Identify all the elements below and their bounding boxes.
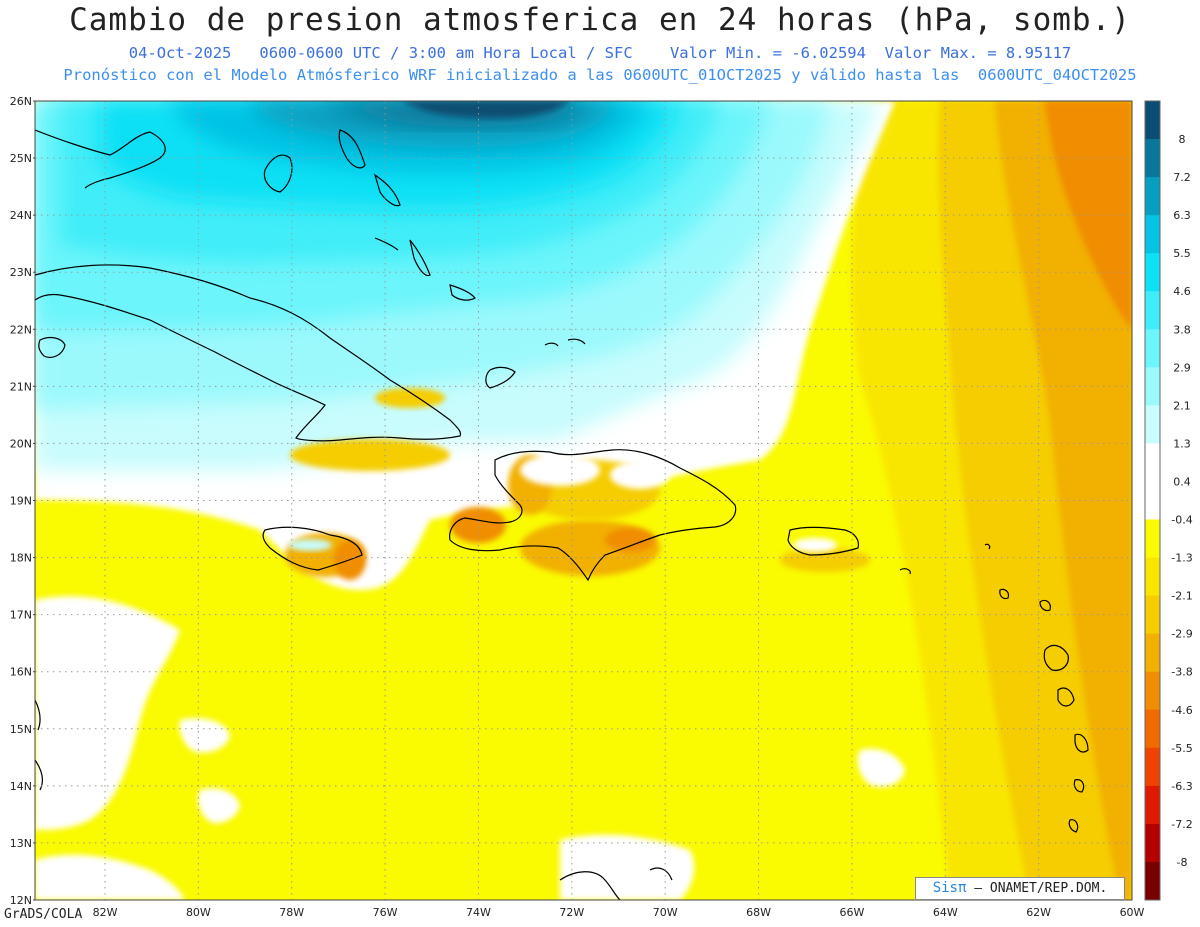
lon-label: 64W [933, 906, 958, 919]
colorbar-label: 8 [1179, 133, 1186, 146]
colorbar-swatch [1145, 101, 1160, 140]
colorbar-swatch [1145, 443, 1160, 482]
colorbar-swatch [1145, 519, 1160, 559]
longitude-labels: 82W 80W 78W 76W 74W 72W 70W 68W 66W 64W 62W 60W [93, 906, 1145, 919]
map-subtitle-model-info: Pronóstico con el Modelo Atmósferico WRF… [63, 66, 1137, 84]
colorbar-label: -1.3 [1171, 552, 1192, 565]
colorbar-label: 0.4 [1173, 475, 1191, 488]
colorbar-swatch [1145, 861, 1160, 901]
colorbar-label: -3.8 [1171, 666, 1192, 679]
lat-label: 23N [10, 266, 32, 279]
colorbar-label: -8 [1177, 856, 1188, 869]
colorbar-label: -2.9 [1171, 628, 1192, 641]
map-title: Cambio de presion atmosferica en 24 hora… [69, 2, 1131, 38]
colorbar-swatch [1145, 481, 1160, 521]
colorbar-label: 7.2 [1173, 171, 1191, 184]
lon-label: 66W [839, 906, 864, 919]
colorbar-swatch [1145, 823, 1160, 863]
colorbar-label: -0.4 [1171, 514, 1192, 527]
lon-label: 60W [1120, 906, 1145, 919]
coastlines [35, 129, 1089, 900]
sistpi-logo: Sisπ [932, 880, 967, 896]
colorbar-label: 2.1 [1173, 399, 1191, 412]
colorbar-swatch [1145, 329, 1160, 368]
colorbar-swatch [1145, 367, 1160, 406]
lon-label: 62W [1026, 906, 1051, 919]
attribution-box: Sisπ – ONAMET/REP.DOM. [915, 877, 1125, 900]
lat-label: 26N [10, 95, 32, 108]
lat-label: 19N [10, 495, 32, 508]
colorbar-swatch [1145, 177, 1160, 216]
lat-label: 17N [10, 609, 32, 622]
colorbar-swatch [1145, 291, 1160, 330]
colorbar-label: 5.5 [1173, 247, 1191, 260]
map-subtitle-valid-time: 04-Oct-2025 0600-0600 UTC / 3:00 am Hora… [128, 44, 1072, 62]
lon-label: 72W [559, 906, 584, 919]
lon-label: 76W [373, 906, 398, 919]
lat-label: 12N [10, 894, 32, 907]
colorbar-swatch [1145, 747, 1160, 787]
lat-label: 22N [10, 323, 32, 336]
lon-label: 74W [466, 906, 491, 919]
colorbar-label: 3.8 [1173, 323, 1191, 336]
colorbar-swatch [1145, 633, 1160, 673]
lon-label: 68W [746, 906, 771, 919]
colorbar-swatch [1145, 215, 1160, 254]
lat-label: 25N [10, 152, 32, 165]
colorbar-swatch [1145, 709, 1160, 749]
lon-label: 80W [186, 906, 211, 919]
colorbar-label: 6.3 [1173, 209, 1191, 222]
colorbar-swatch [1145, 253, 1160, 292]
colorbar-swatch [1145, 785, 1160, 825]
lat-label: 16N [10, 666, 32, 679]
colorbar-labels: 8 7.2 6.3 5.5 4.6 3.8 2.9 2.1 1.3 0.4 -0.4 -1.3 -2.1… [1171, 133, 1192, 869]
lat-label: 14N [10, 780, 32, 793]
lat-label: 18N [10, 552, 32, 565]
colorbar [1144, 100, 1161, 901]
colorbar-swatch [1145, 139, 1160, 178]
lat-label: 20N [10, 437, 32, 450]
colorbar-label: 4.6 [1173, 285, 1191, 298]
colorbar-label: 2.9 [1173, 361, 1191, 374]
lat-label: 24N [10, 209, 32, 222]
colorbar-label: 1.3 [1173, 437, 1191, 450]
colorbar-label: -7.2 [1171, 818, 1192, 831]
colorbar-swatch [1145, 595, 1160, 635]
lat-label: 13N [10, 837, 32, 850]
attribution-text: – ONAMET/REP.DOM. [974, 881, 1108, 896]
colorbar-swatch [1145, 671, 1160, 711]
shaded-field [35, 101, 1132, 900]
grads-credit: GrADS/COLA [4, 907, 83, 922]
colorbar-label: -2.1 [1171, 590, 1192, 603]
lon-label: 70W [653, 906, 678, 919]
colorbar-label: -6.3 [1171, 780, 1192, 793]
colorbar-frame [1144, 100, 1161, 901]
colorbar-swatch [1145, 405, 1160, 444]
lon-label: 78W [279, 906, 304, 919]
colorbar-swatch [1145, 557, 1160, 597]
colorbar-label: -5.5 [1171, 742, 1192, 755]
latitude-labels: 26N 25N 24N 23N 22N 21N 20N 19N 18N 17N 16N 15N 14N 1… [10, 95, 35, 907]
lat-label: 15N [10, 723, 32, 736]
lon-label: 82W [93, 906, 118, 919]
lat-label: 21N [10, 380, 32, 393]
colorbar-label: -4.6 [1171, 704, 1192, 717]
